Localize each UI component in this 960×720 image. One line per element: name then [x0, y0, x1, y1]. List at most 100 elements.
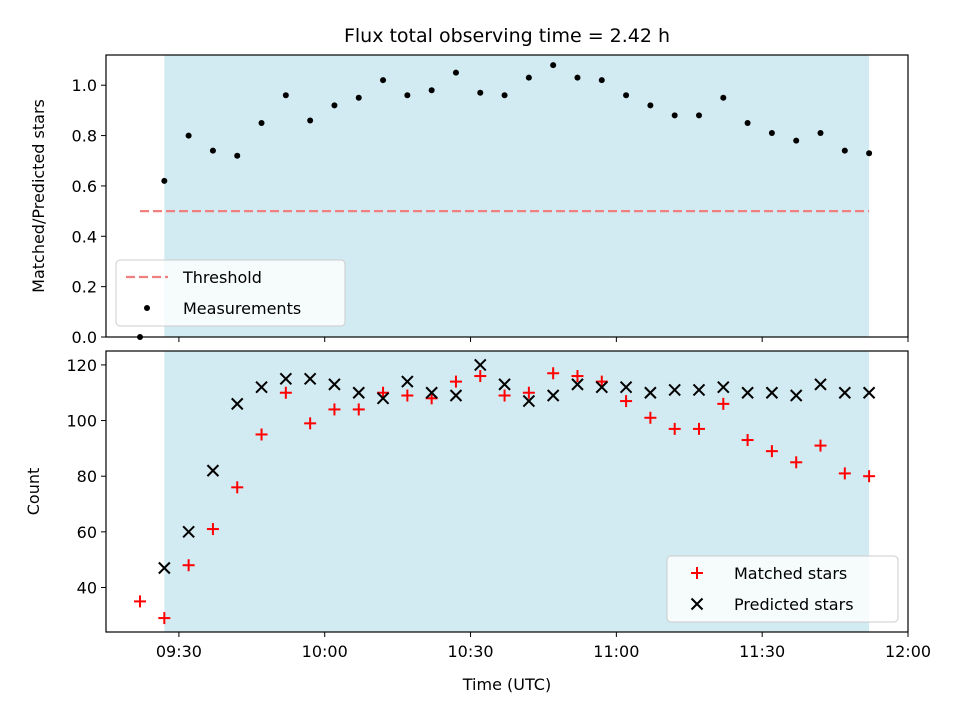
matched-star-point [547, 367, 560, 380]
predicted-star-point [303, 372, 317, 386]
measurement-point [695, 112, 702, 119]
top-chart-title: Flux total observing time = 2.42 h [344, 25, 670, 47]
bottom-panel: 40 60 80 100 120 09:30 10:00 10:30 11:00 11:30 12… [24, 350, 931, 694]
matched-star-point [595, 375, 608, 388]
predicted-star-point [546, 389, 560, 402]
bottom-y-tick-label: 120 [66, 356, 97, 375]
measurement-point [501, 92, 508, 99]
measurement-point [282, 92, 289, 99]
bottom-legend: Matched stars Predicted stars [666, 555, 899, 623]
measurement-point [598, 77, 605, 84]
predicted-star-point [619, 380, 633, 394]
bottom-y-tick-label: 40 [77, 578, 97, 597]
x-tick-label: 10:30 [447, 642, 493, 661]
top-legend-box [115, 259, 346, 327]
top-y-axis-label: Matched/Predicted stars [29, 99, 48, 293]
predicted-star-point [522, 394, 536, 408]
predicted-star-point [401, 375, 414, 388]
predicted-star-point [717, 380, 730, 394]
predicted-star-point [595, 380, 608, 394]
matched-star-point [838, 467, 851, 480]
matched-star-point [814, 439, 827, 452]
predicted-star-point [571, 378, 584, 391]
matched-star-point [790, 456, 803, 469]
predicted-star-point [376, 392, 390, 405]
predicted-star-point [449, 389, 463, 402]
top-y-tick-label: 1.0 [72, 76, 97, 95]
matched-star-point [741, 434, 754, 447]
legend-matched-swatch [691, 567, 703, 579]
x-tick-label: 09:30 [156, 642, 202, 661]
legend-matched-marker [691, 567, 703, 579]
measurement-point [574, 74, 581, 81]
predicted-star-point [352, 386, 365, 399]
measurement-point [720, 94, 727, 101]
matched-star-point [401, 389, 414, 402]
measurement-point [623, 92, 630, 99]
x-tick-label: 11:00 [593, 642, 639, 661]
predicted-star-point [498, 378, 511, 391]
matched-star-point [765, 445, 778, 458]
measurement-point [185, 132, 192, 139]
legend-predicted-swatch [690, 597, 704, 611]
predicted-star-point [231, 397, 244, 411]
matched-star-point [255, 428, 268, 441]
measurement-point [793, 137, 800, 144]
predicted-star-point [206, 464, 220, 477]
matched-star-point [352, 403, 365, 416]
matched-star-point [206, 523, 219, 536]
x-tick-label: 11:30 [739, 642, 785, 661]
predicted-star-point [158, 561, 171, 575]
measurement-point [331, 102, 338, 109]
measurement-point [234, 152, 241, 159]
measurement-point [428, 87, 435, 94]
top-y-tick-label: 0.2 [72, 278, 97, 297]
matched-star-point [571, 370, 584, 383]
predicted-star-point [255, 380, 268, 394]
matched-star-point [304, 417, 317, 430]
measurement-point [817, 130, 824, 137]
predicted-star-point [668, 383, 681, 397]
measurement-point [550, 62, 557, 69]
predicted-star-point [741, 386, 754, 399]
top-legend: Threshold Measurements [115, 259, 346, 327]
measurement-point [647, 102, 654, 109]
matched-star-point [182, 559, 195, 572]
measurement-point [866, 150, 873, 157]
matched-star-point [474, 370, 487, 383]
measurement-point [307, 117, 314, 124]
bottom-y-axis-label: Count [24, 468, 43, 516]
predicted-star-point [765, 386, 779, 399]
matched-star-point [158, 612, 171, 625]
bottom-axes-frame [105, 350, 909, 633]
bottom-legend-box [666, 555, 899, 623]
bottom-y-tick-label: 100 [66, 412, 97, 431]
x-tick-label: 10:00 [302, 642, 348, 661]
measurement-point [525, 74, 532, 81]
measurement-point [209, 147, 216, 154]
top-y-tick-label: 0.6 [72, 177, 97, 196]
measurement-point [477, 89, 484, 96]
predicted-star-point [474, 358, 487, 372]
matched-star-point [449, 375, 462, 388]
matched-star-point [717, 397, 730, 410]
bottom-y-tick-label: 60 [77, 523, 97, 542]
legend-predicted-label: Predicted stars [734, 595, 854, 614]
matched-star-point [620, 395, 633, 408]
measurement-point [452, 69, 459, 76]
measurement-point [768, 130, 775, 137]
top-y-tick-label: 0.4 [72, 227, 97, 246]
predicted-star-point [692, 383, 706, 397]
matched-star-point [644, 411, 657, 424]
x-tick-label: 12:00 [885, 642, 931, 661]
measurement-point [671, 112, 678, 119]
measurement-point [258, 119, 265, 126]
top-panel: 0.0 0.2 0.4 0.6 0.8 1.0 Flux total observing … [29, 25, 909, 347]
matched-star-point [668, 422, 681, 435]
bottom-y-tick-label: 80 [77, 467, 97, 486]
matched-star-point [134, 595, 147, 608]
matched-star-point [377, 386, 390, 399]
predicted-star-point [814, 378, 827, 391]
top-y-tick-label: 0.0 [72, 328, 97, 347]
